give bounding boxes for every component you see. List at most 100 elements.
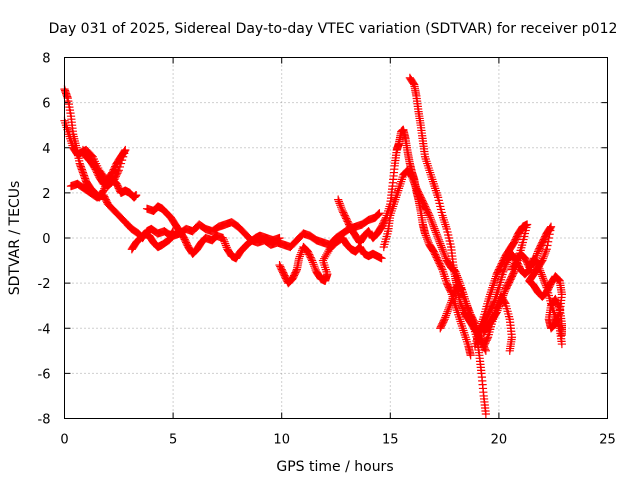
- data-point-plus-marker: [496, 260, 506, 270]
- data-point-plus-marker: [477, 324, 486, 333]
- data-point-plus-marker: [436, 260, 445, 270]
- data-point-plus-marker: [290, 270, 299, 279]
- series-trace-11: [470, 220, 532, 351]
- y-axis-title: SDTVAR / TECUs: [7, 181, 23, 296]
- data-point-plus-marker: [546, 226, 555, 235]
- data-point-plus-marker: [544, 233, 553, 243]
- data-point-plus-marker: [445, 285, 454, 294]
- data-point-plus-marker: [113, 181, 122, 190]
- data-point-plus-marker: [112, 170, 121, 179]
- data-point-plus-marker: [510, 236, 519, 246]
- x-tick-label: 10: [273, 433, 290, 448]
- data-point-plus-marker: [502, 284, 511, 293]
- data-point-plus-marker: [493, 268, 502, 277]
- data-point-plus-marker: [457, 285, 466, 294]
- data-point-plus-marker: [537, 239, 546, 249]
- data-point-plus-marker: [503, 281, 512, 290]
- data-point-plus-marker: [431, 251, 441, 261]
- y-tick-label: 2: [42, 187, 50, 202]
- data-point-plus-marker: [117, 156, 127, 165]
- data-point-plus-marker: [430, 248, 439, 258]
- data-point-plus-marker: [412, 184, 421, 193]
- data-point-plus-marker: [482, 313, 491, 322]
- data-point-plus-marker: [433, 193, 443, 202]
- data-point-plus-marker: [339, 208, 348, 217]
- data-point-plus-marker: [443, 280, 452, 289]
- data-point-plus-marker: [519, 235, 528, 244]
- data-point-plus-marker: [437, 321, 446, 330]
- data-point-plus-marker: [413, 187, 422, 196]
- data-point-plus-marker: [288, 274, 297, 283]
- data-point-plus-marker: [557, 339, 566, 349]
- series-trace-5: [142, 202, 284, 263]
- data-point-plus-marker: [306, 253, 315, 262]
- data-point-plus-marker: [279, 268, 288, 277]
- data-point-plus-marker: [276, 262, 285, 271]
- data-layer: [60, 73, 566, 419]
- data-point-plus-marker: [469, 316, 478, 325]
- data-point-plus-marker: [489, 298, 498, 307]
- data-point-plus-marker: [552, 297, 561, 307]
- y-tick-label: -4: [38, 322, 51, 337]
- y-tick-label: -8: [38, 413, 51, 428]
- data-point-plus-marker: [113, 167, 123, 176]
- data-point-plus-marker: [281, 273, 290, 282]
- data-point-plus-marker: [482, 336, 491, 345]
- data-point-plus-marker: [433, 256, 443, 265]
- data-point-plus-marker: [545, 230, 554, 239]
- data-point-plus-marker: [489, 300, 498, 309]
- y-tick-label: 0: [42, 232, 50, 247]
- data-point-plus-marker: [416, 193, 425, 202]
- data-point-plus-marker: [303, 247, 312, 256]
- data-point-plus-marker: [345, 221, 354, 231]
- y-tick-label: 4: [42, 142, 50, 157]
- data-point-plus-marker: [415, 191, 425, 200]
- data-point-plus-marker: [467, 312, 476, 321]
- data-point-plus-marker: [479, 328, 488, 337]
- data-point-plus-marker: [412, 185, 422, 194]
- data-point-plus-marker: [484, 309, 493, 318]
- data-point-plus-marker: [116, 159, 126, 168]
- data-point-plus-marker: [433, 254, 442, 264]
- data-point-plus-marker: [100, 194, 110, 203]
- data-point-plus-marker: [379, 218, 388, 227]
- data-point-plus-marker: [444, 233, 454, 243]
- data-point-plus-marker: [182, 238, 191, 247]
- data-point-plus-marker: [102, 197, 111, 206]
- data-point-plus-marker: [417, 194, 426, 203]
- data-point-plus-marker: [535, 244, 544, 253]
- data-point-plus-marker: [181, 236, 190, 246]
- data-point-plus-marker: [533, 259, 542, 269]
- data-point-plus-marker: [108, 166, 118, 176]
- data-point-plus-marker: [487, 303, 496, 312]
- data-point-plus-marker: [378, 221, 387, 230]
- data-point-plus-marker: [507, 272, 517, 281]
- data-point-plus-marker: [307, 254, 316, 264]
- series-trace-13: [477, 249, 566, 349]
- data-point-plus-marker: [521, 255, 530, 264]
- data-point-plus-marker: [444, 283, 454, 292]
- data-point-plus-marker: [520, 254, 530, 263]
- series-trace-8: [379, 166, 490, 419]
- data-point-plus-marker: [514, 260, 523, 270]
- data-point-plus-marker: [423, 206, 432, 216]
- data-point-plus-marker: [305, 251, 315, 261]
- data-point-plus-marker: [539, 235, 548, 244]
- data-point-plus-marker: [436, 324, 445, 333]
- data-point-plus-marker: [442, 224, 451, 234]
- data-point-plus-marker: [436, 202, 445, 211]
- x-tick-label: 0: [60, 433, 68, 448]
- data-point-plus-marker: [338, 206, 347, 216]
- data-point-plus-marker: [538, 236, 548, 246]
- data-point-plus-marker: [437, 263, 446, 273]
- data-point-plus-marker: [429, 247, 438, 256]
- data-point-plus-marker: [342, 215, 351, 225]
- data-point-plus-marker: [513, 259, 522, 268]
- data-point-plus-marker: [533, 247, 543, 256]
- data-point-plus-marker: [424, 209, 433, 219]
- data-point-plus-marker: [374, 209, 383, 219]
- data-point-plus-marker: [546, 222, 556, 231]
- data-point-plus-marker: [510, 238, 519, 247]
- data-point-plus-marker: [506, 275, 515, 284]
- data-point-plus-marker: [486, 304, 496, 313]
